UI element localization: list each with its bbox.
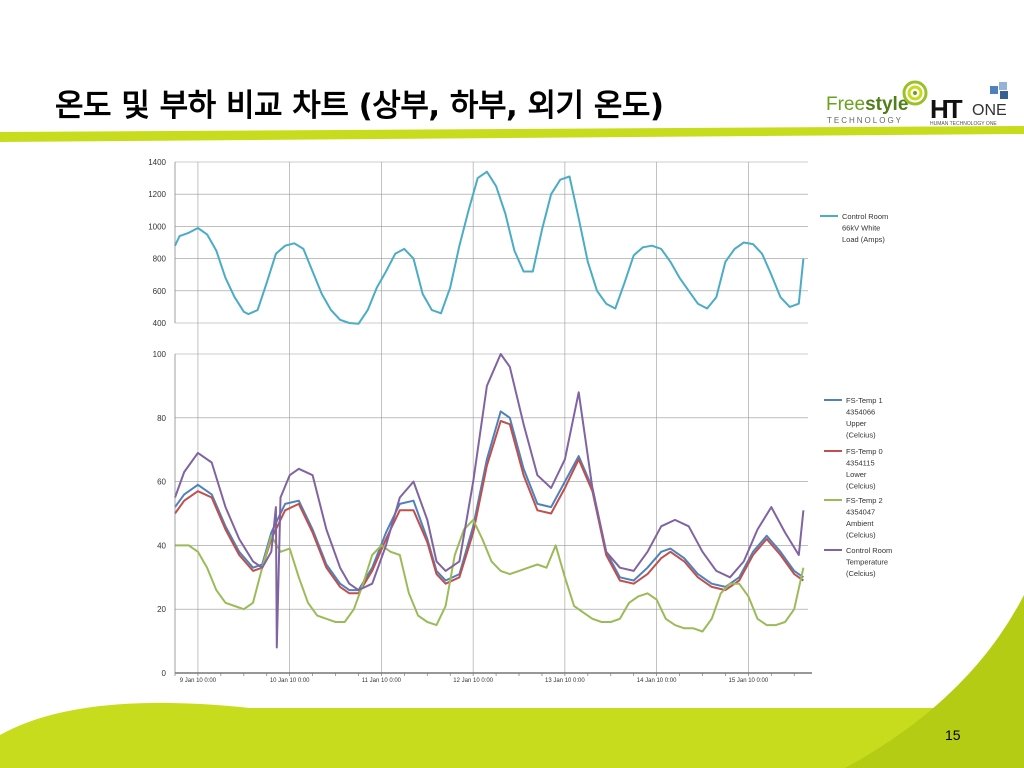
legend-entry-fs-temp-ambient: FS-Temp 2 4354047 Ambient (Celcius) <box>846 496 883 540</box>
legend-top-chart: Control Room 66kV White Load (Amps) <box>820 212 888 244</box>
legend-entry-control-room-temp: Control Room Temperature (Celcius) <box>846 546 892 578</box>
legend-bottom-chart: FS-Temp 1 4354066 Upper (Celcius) FS-Temp 0… <box>824 396 892 578</box>
y-tick-label: 400 <box>153 319 167 328</box>
y-tick-label: 40 <box>157 541 166 550</box>
freestyle-logo: Freestyle TECHNOLOGY <box>826 80 928 130</box>
htone-logo-one: ONE <box>972 102 1007 119</box>
legend-entry-fs-temp-lower: FS-Temp 0 4354115 Lower (Celcius) <box>846 447 883 491</box>
y-tick-label: 1200 <box>148 190 166 199</box>
grid-layer <box>175 161 808 673</box>
x-tick-label: 13 Jan 10 0:00 <box>545 678 585 684</box>
cube-icon <box>990 82 1008 99</box>
legend-entry-fs-temp-upper: FS-Temp 1 4354066 Upper (Celcius) <box>846 396 883 440</box>
freestyle-logo-style: style <box>865 94 909 115</box>
series-layer <box>174 170 805 649</box>
y-tick-label: 1000 <box>148 222 166 231</box>
y-tick-label: 800 <box>153 255 167 264</box>
slide-title: 온도 및 부하 비교 차트 (상부, 하부, 외기 온도) <box>55 88 664 124</box>
x-tick-label: 10 Jan 10 0:00 <box>270 678 310 684</box>
htone-logo-ht: HT <box>930 94 963 124</box>
freestyle-logo-technology: TECHNOLOGY <box>827 116 904 125</box>
bottom-green-wave <box>0 702 1024 768</box>
legend-entry-control-room-load: Control Room 66kV White Load (Amps) <box>842 212 888 244</box>
series-line-control-room-temperature-celcius <box>174 353 805 649</box>
axis-layer: 400 600 800 1000 1200 1400 0 20 40 60 80 100 9 Jan 1… <box>148 158 812 684</box>
y-tick-label: 100 <box>153 350 167 359</box>
top-green-band <box>0 126 1024 142</box>
htone-logo-subtitle: HUMAN TECHNOLOGY ONE <box>930 121 997 127</box>
series-line-fs-temp-0-4354115-lower-celcius <box>174 420 804 595</box>
series-line-control-room-66kv-white-load-amps <box>174 170 805 325</box>
x-tick-label: 14 Jan 10 0:00 <box>637 678 677 684</box>
y-tick-label: 0 <box>162 669 167 678</box>
freestyle-logo-wordmark: Freestyle <box>826 94 908 116</box>
y-tick-label: 80 <box>157 414 166 423</box>
swirl-icon <box>902 80 928 106</box>
x-tick-label: 12 Jan 10 0:00 <box>453 678 493 684</box>
series-line-fs-temp-2-4354047-ambient-celcius <box>175 518 805 633</box>
y-tick-label: 60 <box>157 478 166 487</box>
y-tick-label: 600 <box>153 287 167 296</box>
freestyle-logo-free: Free <box>826 94 866 115</box>
series-line-fs-temp-1-4354066-upper-celcius <box>174 410 804 592</box>
y-tick-label: 1400 <box>148 158 166 167</box>
htone-logo: HT ONE HUMAN TECHNOLOGY ONE <box>930 80 1015 130</box>
right-green-swoosh <box>845 595 1024 768</box>
x-tick-label: 15 Jan 10 0:00 <box>729 678 769 684</box>
page-number: 15 <box>945 727 961 743</box>
y-tick-label: 20 <box>157 605 166 614</box>
x-tick-label: 9 Jan 10 0:00 <box>180 678 217 684</box>
x-tick-label: 11 Jan 10 0:00 <box>362 678 402 684</box>
